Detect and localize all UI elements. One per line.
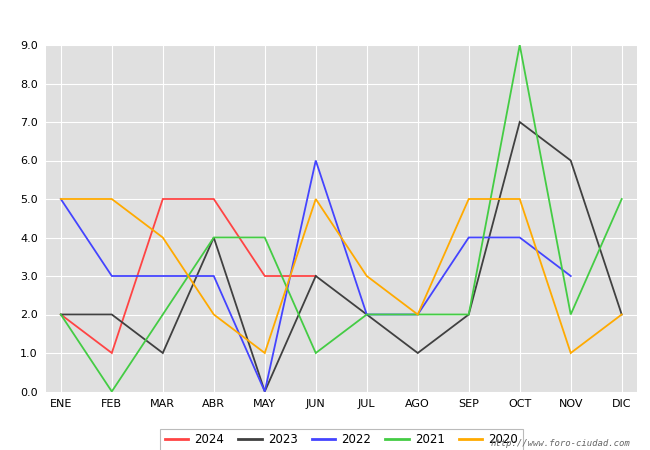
Text: Matriculaciones de Vehiculos en Deifontes: Matriculaciones de Vehiculos en Deifonte…	[150, 14, 500, 32]
Legend: 2024, 2023, 2022, 2021, 2020: 2024, 2023, 2022, 2021, 2020	[160, 428, 523, 450]
Text: http://www.foro-ciudad.com: http://www.foro-ciudad.com	[491, 439, 630, 448]
